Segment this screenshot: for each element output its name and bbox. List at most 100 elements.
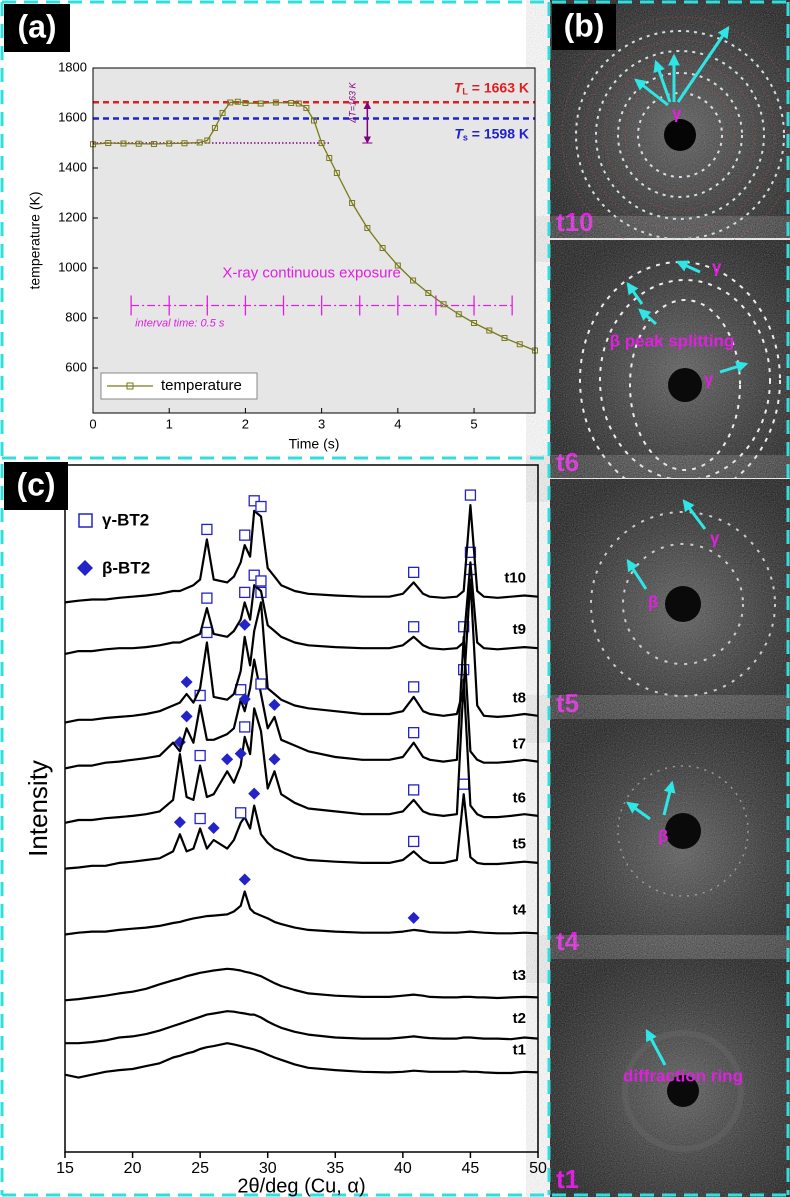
data-point [242, 100, 249, 106]
data-point [181, 140, 188, 147]
gamma-marker [408, 566, 420, 579]
gamma-marker [194, 749, 206, 762]
phase-label: γ [710, 528, 720, 547]
gamma-marker [255, 575, 267, 587]
y-tick-label: 1800 [58, 59, 87, 74]
data-point [257, 100, 264, 107]
data-point [501, 335, 508, 341]
gamma-marker [464, 546, 477, 558]
data-point [394, 262, 401, 269]
data-point [318, 140, 325, 146]
data-point [150, 141, 157, 147]
panel-label-text: (c) [16, 466, 55, 502]
y-tick-label: 1600 [58, 109, 87, 124]
label-rest: = 1598 K [468, 125, 529, 141]
panel-label: (b) [552, 4, 616, 50]
y-tick-label: 1000 [58, 259, 87, 274]
phase-label: β [648, 592, 658, 611]
beta-marker [207, 821, 220, 834]
pattern-line [64, 504, 539, 604]
data-point [105, 140, 112, 146]
phase-label: γ [712, 257, 722, 276]
plot-background [93, 68, 535, 413]
data-point [486, 327, 493, 334]
trace-label: t7 [513, 735, 526, 752]
data-point [333, 170, 340, 176]
data-point [455, 311, 462, 318]
pattern-line [64, 890, 539, 936]
diffraction-image: γ β peak splitting γ t6 [550, 240, 790, 499]
pattern-line [64, 967, 539, 1002]
time-label: t5 [556, 688, 579, 718]
x-tick-label: 4 [394, 416, 401, 431]
x-tick-label: 1 [166, 416, 173, 431]
data-point [295, 100, 302, 107]
legend-label: temperature [161, 377, 242, 394]
beta-marker [238, 873, 251, 886]
beta-marker [407, 911, 420, 924]
phase-label: γ [672, 103, 682, 122]
x-tick-label: 15 [56, 1160, 74, 1177]
gamma-marker [464, 489, 477, 501]
trace-label: t2 [513, 1010, 526, 1027]
gamma-marker [255, 678, 267, 690]
time-label: t6 [556, 447, 579, 477]
panel-label: (a) [4, 4, 70, 52]
beta-marker [248, 787, 261, 800]
label-main: T [454, 125, 464, 141]
time-label: t1 [556, 1164, 579, 1194]
x-tick-label: 45 [462, 1160, 480, 1177]
gamma-marker [248, 569, 260, 581]
trace-label: t6 [513, 790, 526, 807]
trace-label: t10 [504, 569, 526, 586]
data-point [379, 245, 386, 251]
x-tick-label: 35 [326, 1160, 344, 1177]
beta-marker [221, 753, 234, 766]
phase-label: γ [704, 369, 714, 388]
phase-label: β [658, 826, 668, 845]
panel-label: (c) [4, 462, 68, 510]
phase-label: β peak splitting [610, 331, 735, 350]
label-main: T [454, 79, 464, 95]
data-point [196, 139, 203, 146]
label-rest: = 1663 K [468, 79, 529, 95]
legend-marker [126, 382, 134, 390]
gamma-marker [408, 621, 420, 633]
x-tick-label: 30 [259, 1160, 277, 1177]
x-axis-label: Time (s) [289, 436, 340, 452]
legend-marker [78, 513, 93, 528]
legend-label: β-BT2 [102, 558, 150, 577]
time-label: t10 [556, 207, 594, 237]
gamma-marker [239, 586, 251, 599]
gamma-marker [201, 523, 213, 536]
beta-marker [180, 710, 193, 723]
x-tick-label: 0 [89, 416, 96, 431]
label-sub: s [463, 133, 468, 143]
data-point [272, 99, 279, 106]
pattern-line [64, 635, 539, 770]
data-point [135, 140, 142, 147]
legend-label: γ-BT2 [102, 510, 149, 529]
beta-marker [238, 693, 251, 706]
data-point [364, 225, 371, 231]
exposure-label: X-ray continuous exposure [222, 264, 400, 281]
gamma-marker [408, 681, 420, 693]
x-tick-label: 5 [470, 416, 477, 431]
panel-label-text: (b) [564, 7, 605, 43]
data-point [440, 301, 447, 308]
pattern-line [64, 678, 539, 824]
diffraction-image: γ β t5 [550, 479, 790, 719]
gamma-marker [408, 727, 420, 739]
legend: γ-BT2 β-BT2 [77, 510, 150, 577]
legend-marker [77, 560, 93, 576]
gamma-marker [408, 835, 420, 848]
y-tick-label: 1200 [58, 209, 87, 224]
trace-label: t5 [513, 836, 526, 853]
data-point [288, 100, 295, 106]
gamma-marker [201, 626, 213, 639]
reference-label: TL = 1663 K [454, 79, 529, 97]
beta-marker [268, 698, 281, 711]
data-point [219, 110, 226, 116]
beta-marker [238, 618, 251, 631]
